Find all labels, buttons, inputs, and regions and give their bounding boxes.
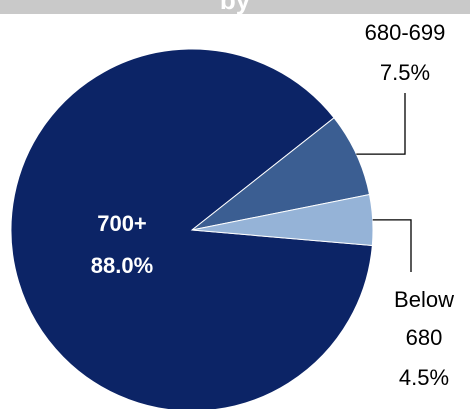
leader-line-below-680	[372, 219, 412, 272]
slice-labels: 700+ 88.0% 680-699 7.5% Below 680 4.5%	[91, 20, 454, 390]
pie-slice-700plus	[10, 48, 373, 409]
slice-label-below-680-line-2: 680	[406, 325, 443, 350]
slice-label-680-699: 680-699	[365, 20, 446, 45]
slice-value-below-680: 4.5%	[399, 365, 449, 390]
slice-value-680-699: 7.5%	[380, 60, 430, 85]
slice-label-below-680-line-1: Below	[394, 287, 454, 312]
leader-line-680-699	[356, 93, 406, 155]
chart-title-banner: by	[0, 0, 470, 14]
pie-slices	[10, 48, 374, 409]
leader-lines	[356, 93, 412, 272]
slice-value-700-plus: 88.0%	[91, 253, 153, 278]
chart-title-fragment: by	[0, 0, 470, 14]
slice-label-700-plus: 700+	[97, 211, 147, 236]
pie-slice-below-680	[191, 193, 374, 247]
